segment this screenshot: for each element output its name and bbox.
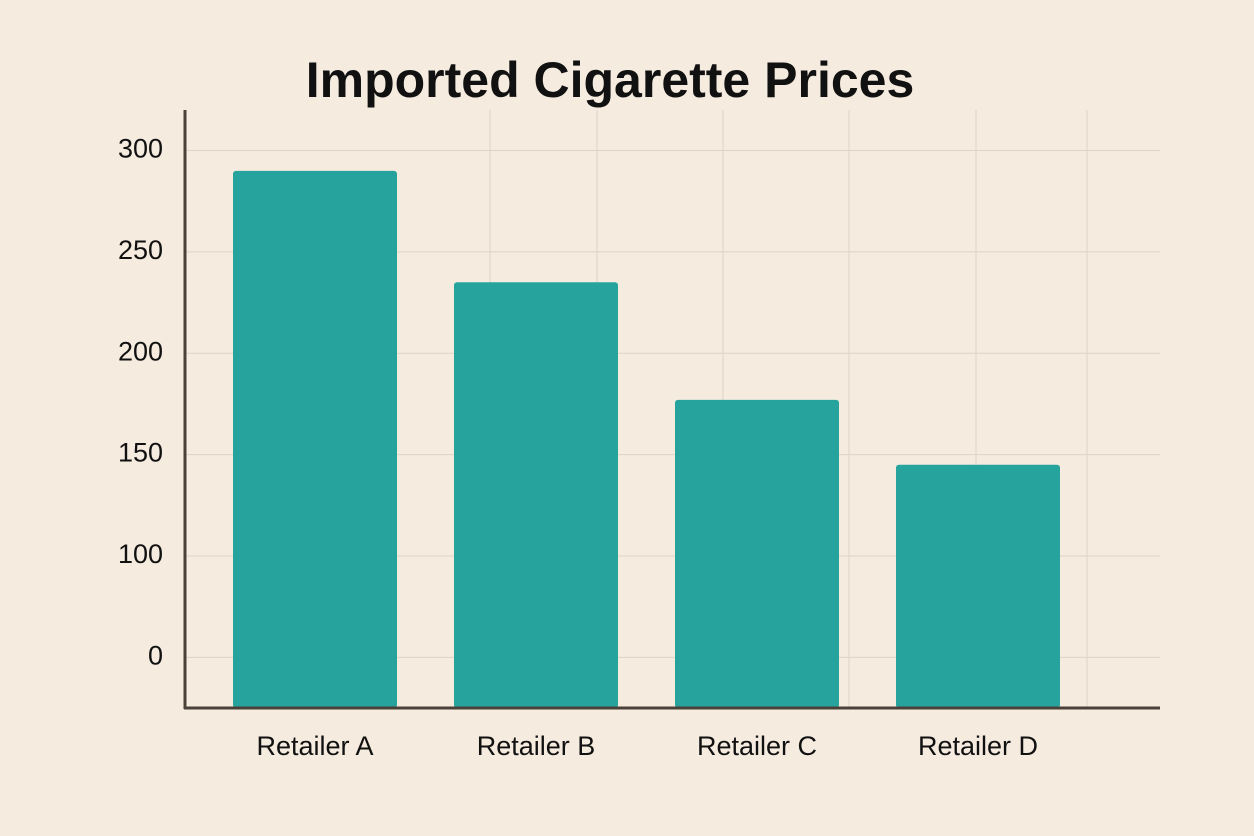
chart-title: Imported Cigarette Prices bbox=[306, 52, 915, 108]
x-tick-label: Retailer C bbox=[697, 731, 817, 761]
bar bbox=[896, 464, 1060, 708]
x-tick-label: Retailer D bbox=[918, 731, 1038, 761]
bar bbox=[675, 399, 839, 708]
y-tick-label: 250 bbox=[118, 235, 163, 265]
y-tick-label: 100 bbox=[118, 539, 163, 569]
bar bbox=[233, 170, 397, 709]
y-tick-label: 300 bbox=[118, 134, 163, 164]
bar bbox=[454, 282, 618, 708]
y-tick-label: 150 bbox=[118, 438, 163, 468]
x-tick-label: Retailer B bbox=[477, 731, 596, 761]
x-tick-label: Retailer A bbox=[256, 731, 373, 761]
y-tick-label: 200 bbox=[118, 336, 163, 366]
y-tick-label: 0 bbox=[148, 640, 163, 670]
